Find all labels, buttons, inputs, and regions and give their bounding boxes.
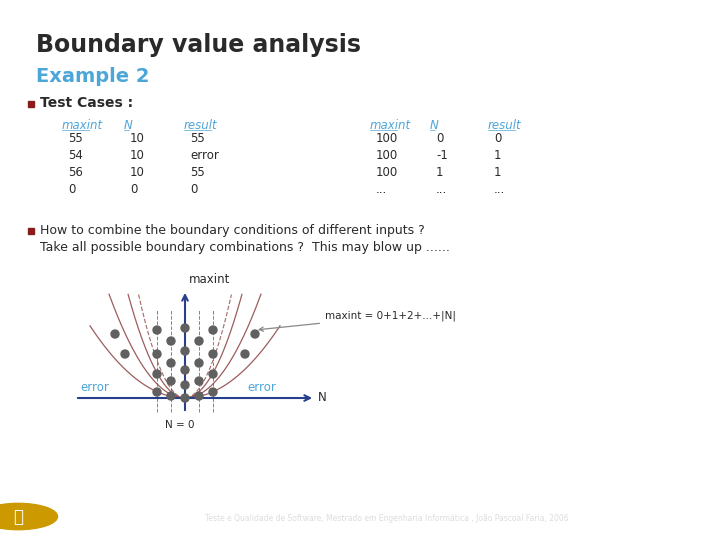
Text: 10: 10 — [130, 166, 145, 179]
Circle shape — [153, 370, 161, 378]
Text: ...: ... — [376, 183, 387, 196]
Text: 1: 1 — [494, 166, 502, 179]
Text: maxint = 0+1+2+...+|N|: maxint = 0+1+2+...+|N| — [259, 311, 456, 331]
Circle shape — [195, 392, 203, 400]
Circle shape — [195, 377, 203, 385]
Circle shape — [251, 330, 259, 338]
Text: N: N — [318, 390, 327, 403]
Text: Boundary value analysis: Boundary value analysis — [36, 33, 361, 57]
Circle shape — [167, 377, 175, 385]
Circle shape — [241, 350, 249, 358]
Text: error: error — [80, 381, 109, 394]
Text: 0: 0 — [494, 132, 501, 145]
Text: -1: -1 — [436, 149, 448, 162]
Text: Example 2: Example 2 — [36, 67, 150, 86]
Text: N: N — [124, 119, 132, 132]
Text: FEUP: FEUP — [59, 504, 99, 518]
Circle shape — [153, 388, 161, 396]
Text: Ⓕ: Ⓕ — [13, 508, 23, 525]
Circle shape — [209, 370, 217, 378]
Text: Take all possible boundary combinations ?  This may blow up ......: Take all possible boundary combinations … — [40, 241, 450, 254]
Text: 54: 54 — [68, 149, 83, 162]
Circle shape — [209, 388, 217, 396]
Circle shape — [167, 392, 175, 400]
Text: 0: 0 — [436, 132, 444, 145]
Text: Universidade do Porto
Faculdade de Engenharia: Universidade do Porto Faculdade de Engen… — [59, 521, 138, 532]
Circle shape — [111, 330, 119, 338]
Circle shape — [0, 503, 58, 530]
Text: 1: 1 — [436, 166, 444, 179]
Text: 55: 55 — [190, 166, 204, 179]
Text: 55: 55 — [68, 132, 83, 145]
Text: error: error — [190, 149, 219, 162]
Text: ...: ... — [494, 183, 505, 196]
Circle shape — [181, 347, 189, 355]
Text: 0: 0 — [130, 183, 138, 196]
Text: 0: 0 — [68, 183, 76, 196]
Text: result: result — [488, 119, 521, 132]
Circle shape — [181, 394, 189, 402]
Text: How to combine the boundary conditions of different inputs ?: How to combine the boundary conditions o… — [40, 224, 425, 237]
Text: 1: 1 — [494, 149, 502, 162]
Text: maxint: maxint — [62, 119, 103, 132]
Text: 100: 100 — [376, 149, 398, 162]
Circle shape — [195, 359, 203, 367]
Text: maxint: maxint — [370, 119, 411, 132]
Bar — [28, 228, 34, 234]
Circle shape — [209, 350, 217, 358]
Circle shape — [153, 326, 161, 334]
Text: 34: 34 — [685, 512, 702, 525]
Text: N: N — [430, 119, 438, 132]
Text: 10: 10 — [130, 132, 145, 145]
Text: maxint: maxint — [189, 273, 230, 286]
Text: result: result — [184, 119, 217, 132]
Text: 0: 0 — [190, 183, 197, 196]
Text: ...: ... — [436, 183, 447, 196]
Text: error: error — [247, 381, 276, 394]
Text: N = 0: N = 0 — [166, 420, 194, 430]
Text: 100: 100 — [376, 166, 398, 179]
Text: 100: 100 — [376, 132, 398, 145]
Circle shape — [167, 337, 175, 345]
Text: 55: 55 — [190, 132, 204, 145]
Circle shape — [181, 366, 189, 374]
Circle shape — [195, 337, 203, 345]
Circle shape — [181, 324, 189, 332]
Text: Teste e Qualidade de Software, Mestrado em Engenharia Informática , João Pascoal: Teste e Qualidade de Software, Mestrado … — [205, 515, 569, 523]
Circle shape — [153, 350, 161, 358]
Circle shape — [209, 326, 217, 334]
Text: 10: 10 — [130, 149, 145, 162]
Text: 56: 56 — [68, 166, 83, 179]
Text: Test Cases :: Test Cases : — [40, 96, 133, 110]
Circle shape — [181, 381, 189, 389]
Circle shape — [121, 350, 129, 358]
Bar — [28, 101, 34, 107]
Circle shape — [167, 359, 175, 367]
